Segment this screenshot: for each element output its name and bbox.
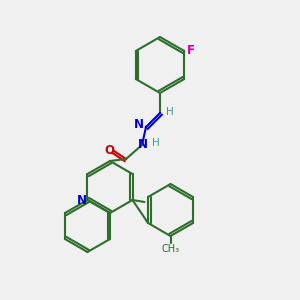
Text: O: O [104,143,114,157]
Text: N: N [134,118,144,131]
Text: F: F [187,44,195,56]
Text: H: H [166,107,174,117]
Text: H: H [152,138,160,148]
Text: CH₃: CH₃ [161,244,180,254]
Text: N: N [76,194,86,206]
Text: N: N [138,139,148,152]
